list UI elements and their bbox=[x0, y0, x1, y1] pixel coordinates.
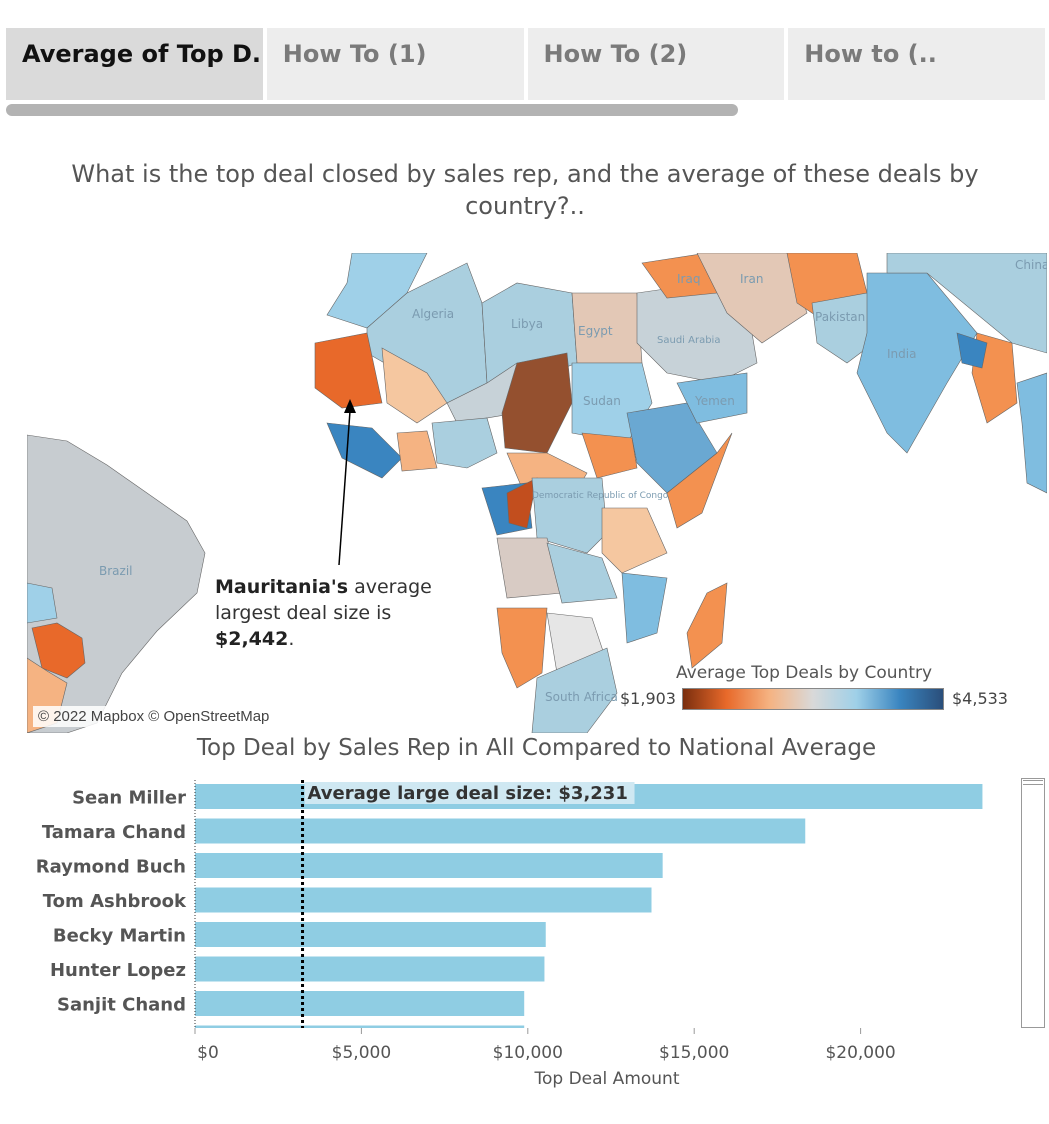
legend-color-ramp[interactable] bbox=[682, 688, 944, 710]
x-tick-label: $5,000 bbox=[332, 1043, 391, 1063]
bar-adrian-barton[interactable] bbox=[195, 1025, 525, 1051]
country-label: India bbox=[887, 347, 916, 361]
x-tick-label: $0 bbox=[197, 1043, 219, 1063]
tab-strip: Average of Top D.. How To (1) How To (2)… bbox=[6, 28, 1049, 100]
bar-tamara-chand[interactable] bbox=[195, 818, 806, 844]
category-label: Sanjit Chand bbox=[57, 995, 186, 1016]
country-label: Saudi Arabia bbox=[657, 335, 720, 346]
bar-sanjit-chand[interactable] bbox=[195, 991, 525, 1016]
legend-max-label: $4,533 bbox=[952, 689, 1008, 708]
bar-chart-title: Top Deal by Sales Rep in All Compared to… bbox=[196, 735, 877, 761]
category-label: Hunter Lopez bbox=[50, 960, 186, 981]
annotation-value: $2,442 bbox=[215, 628, 289, 650]
category-label: Raymond Buch bbox=[36, 857, 186, 878]
dashboard-question: What is the top deal closed by sales rep… bbox=[71, 160, 979, 220]
x-axis-label: Top Deal Amount bbox=[534, 1069, 680, 1089]
tab-average-top-deals[interactable]: Average of Top D.. bbox=[6, 28, 263, 100]
bar-becky-martin[interactable] bbox=[195, 922, 546, 947]
bar-hunter-lopez[interactable] bbox=[195, 956, 545, 982]
bar-tom-ashbrook[interactable] bbox=[195, 887, 652, 913]
choropleth-map[interactable]: Algeria Libya Egypt Iraq Iran Saudi Arab… bbox=[27, 253, 1047, 733]
reference-label-bg bbox=[304, 782, 635, 804]
country-label: Democratic Republic of Congo bbox=[532, 491, 669, 501]
country-label: South Africa bbox=[545, 690, 618, 704]
country-labels: Algeria Libya Egypt Iraq Iran Saudi Arab… bbox=[99, 258, 1047, 704]
x-tick-label: $10,000 bbox=[493, 1043, 563, 1063]
country-label: Egypt bbox=[578, 324, 613, 338]
category-label: Tamara Chand bbox=[42, 822, 186, 843]
annotation-country: Mauritania's bbox=[215, 576, 349, 598]
bar-group: Sean Miller Tamara Chand Raymond Buch Tom A… bbox=[36, 784, 983, 1051]
tab-scrollbar[interactable] bbox=[6, 104, 738, 116]
bar-raymond-buch[interactable] bbox=[195, 853, 663, 878]
category-label: Adrian Barton bbox=[44, 1029, 186, 1050]
x-tick-label: $20,000 bbox=[825, 1043, 895, 1063]
legend-title: Average Top Deals by Country bbox=[676, 663, 933, 683]
category-label: Sean Miller bbox=[72, 788, 186, 809]
map-copyright[interactable]: © 2022 Mapbox © OpenStreetMap bbox=[33, 706, 275, 727]
chart-scrollbar[interactable] bbox=[1021, 778, 1045, 1028]
country-label: Brazil bbox=[99, 564, 133, 578]
country-label: Pakistan bbox=[815, 310, 865, 324]
tab-how-to-1[interactable]: How To (1) bbox=[266, 28, 524, 100]
map-canvas: Algeria Libya Egypt Iraq Iran Saudi Arab… bbox=[27, 253, 1047, 733]
annotation-end: . bbox=[288, 628, 295, 650]
tab-how-to-2[interactable]: How To (2) bbox=[527, 28, 785, 100]
bar-chart[interactable]: Sean Miller Tamara Chand Raymond Buch Tom A… bbox=[0, 770, 1049, 1100]
legend-min-label: $1,903 bbox=[620, 689, 676, 708]
chart-scrollbar-thumb[interactable] bbox=[1023, 780, 1043, 785]
annotation-arrow-line bbox=[338, 410, 351, 566]
country-label: Algeria bbox=[412, 307, 454, 321]
country-label: Iraq bbox=[677, 272, 700, 286]
country-label: Libya bbox=[511, 317, 543, 331]
country-label: China bbox=[1015, 258, 1047, 272]
country-label: Sudan bbox=[583, 394, 621, 408]
country-label: Iran bbox=[740, 272, 763, 286]
tab-how-to-3[interactable]: How to (.. bbox=[788, 28, 1045, 100]
category-label: Becky Martin bbox=[53, 926, 186, 947]
category-label: Tom Ashbrook bbox=[43, 891, 187, 912]
country-label: Yemen bbox=[694, 394, 735, 408]
annotation-arrowhead bbox=[344, 399, 356, 413]
map-annotation: Mauritania's average largest deal size i… bbox=[215, 574, 465, 652]
reference-line-label: Average large deal size: $3,231 bbox=[308, 783, 628, 804]
x-tick-label: $15,000 bbox=[659, 1043, 729, 1063]
annotation-text: average largest deal size is bbox=[215, 576, 432, 624]
